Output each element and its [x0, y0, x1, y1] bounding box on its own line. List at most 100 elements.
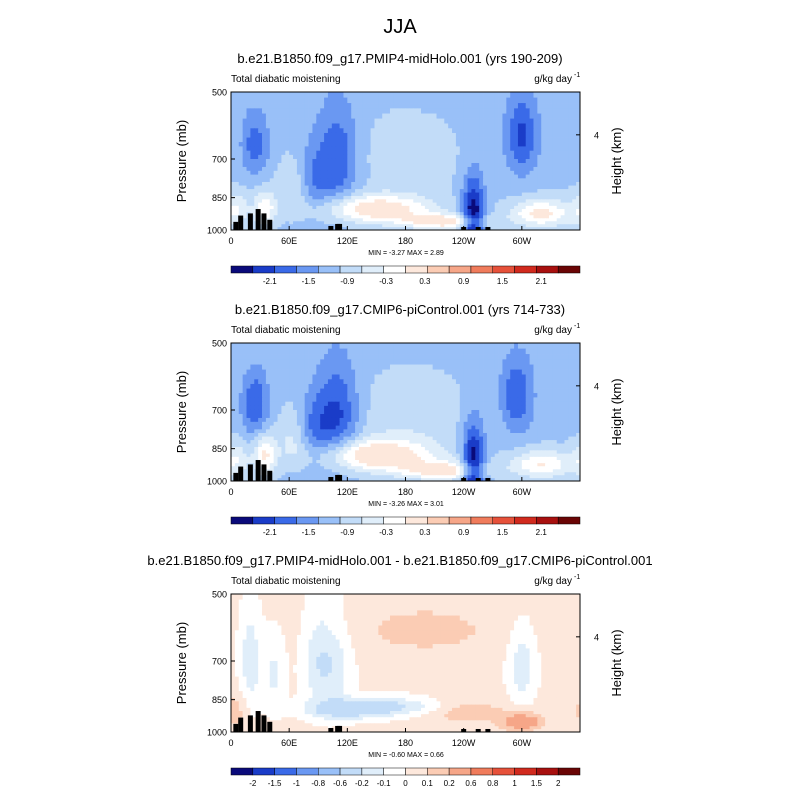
heatmap-cell [382, 409, 387, 415]
heatmap-cell [246, 369, 251, 375]
heatmap-cell [537, 150, 542, 156]
heatmap-cell [568, 137, 573, 143]
heatmap-cell [568, 405, 573, 411]
heatmap-cell [296, 178, 302, 183]
heatmap-cell [467, 92, 472, 99]
heatmap-cell [374, 158, 379, 164]
heatmap-cell [455, 97, 461, 104]
heatmap-cell [362, 185, 368, 190]
heatmap-cell [304, 215, 309, 219]
heatmap-cell [269, 132, 275, 138]
heatmap-cell [541, 123, 546, 129]
heatmap-cell [537, 113, 542, 119]
heatmap-cell [409, 397, 414, 403]
heatmap-cell [362, 343, 368, 350]
heatmap-cell [471, 150, 476, 156]
heatmap-cell [424, 348, 430, 355]
heatmap-cell [529, 359, 534, 365]
heatmap-cell [510, 218, 515, 222]
heatmap-cell [541, 158, 546, 164]
heatmap-cell [448, 359, 453, 365]
heatmap-cell [533, 212, 538, 216]
heatmap-cell [401, 123, 406, 129]
heatmap-cell [362, 202, 368, 207]
heatmap-cell [475, 118, 480, 124]
heatmap-cell [296, 166, 302, 172]
heatmap-cell [339, 218, 344, 222]
heatmap-cell [366, 97, 371, 104]
heatmap-cell [479, 92, 484, 99]
heatmap-cell [269, 163, 275, 168]
heatmap-cell [351, 227, 356, 231]
panel-title: b.e21.B1850.f09_g17.PMIP4-midHolo.001 (y… [237, 51, 562, 66]
heatmap-cell [370, 221, 375, 225]
heatmap-cell [265, 113, 271, 119]
heatmap-cell [242, 359, 247, 365]
heatmap-cell [293, 205, 298, 210]
heatmap-cell [304, 421, 309, 427]
heatmap-cell [455, 195, 461, 200]
heatmap-cell [455, 202, 461, 207]
heatmap-cell [397, 185, 403, 190]
heatmap-cell [397, 128, 403, 134]
heatmap-cell [238, 174, 244, 179]
heatmap-cell [436, 174, 441, 179]
heatmap-cell [331, 429, 337, 434]
heatmap-cell [331, 383, 337, 389]
heatmap-cell [440, 369, 445, 375]
heatmap-cell [537, 103, 542, 109]
heatmap-cell [393, 202, 399, 207]
heatmap-cell [448, 118, 453, 124]
heatmap-cell [475, 132, 480, 138]
heatmap-cell [393, 388, 399, 394]
heatmap-cell [572, 103, 577, 109]
heatmap-cell [448, 205, 453, 210]
heatmap-cell [362, 425, 368, 430]
heatmap-cell [378, 146, 383, 152]
heatmap-cell [265, 388, 271, 394]
heatmap-cell [560, 137, 565, 143]
heatmap-cell [444, 192, 449, 197]
heatmap-cell [572, 154, 577, 160]
heatmap-cell [281, 185, 286, 190]
heatmap-cell [459, 181, 465, 186]
heatmap-cell [552, 215, 558, 219]
heatmap-cell [386, 354, 391, 360]
heatmap-cell [409, 393, 414, 398]
heatmap-cell [510, 158, 515, 164]
heatmap-cell [343, 92, 348, 99]
colorbar-swatch [405, 265, 428, 274]
heatmap-cell [281, 393, 286, 398]
heatmap-cell [281, 199, 286, 203]
heatmap-cell [498, 174, 503, 179]
heatmap-cell [300, 414, 306, 419]
heatmap-cell [572, 212, 577, 216]
heatmap-cell [304, 163, 309, 168]
heatmap-cell [405, 348, 410, 355]
heatmap-cell [409, 343, 414, 350]
heatmap-cell [343, 146, 348, 152]
heatmap-cell [312, 414, 317, 419]
heatmap-cell [358, 132, 364, 138]
heatmap-cell [572, 123, 577, 129]
heatmap-cell [277, 417, 282, 423]
heatmap-cell [413, 374, 418, 380]
heatmap-cell [440, 137, 445, 143]
heatmap-cell [486, 185, 492, 190]
heatmap-cell [502, 118, 507, 124]
heatmap-cell [409, 401, 414, 407]
heatmap-cell [397, 113, 403, 119]
heatmap-cell [479, 364, 484, 370]
colorbar-swatch [448, 265, 472, 274]
heatmap-cell [366, 137, 371, 143]
heatmap-cell [265, 185, 271, 190]
heatmap-cell [312, 218, 317, 222]
panel-2: b.e21.B1850.f09_g17.CMIP6-piControl.001 … [174, 302, 624, 537]
heatmap-cell [378, 170, 383, 176]
heatmap-cell [541, 108, 546, 114]
heatmap-cell [265, 397, 271, 403]
heatmap-cell [296, 359, 302, 365]
heatmap-cell [370, 383, 375, 389]
heatmap-cell [277, 150, 282, 156]
heatmap-cell [486, 92, 492, 99]
